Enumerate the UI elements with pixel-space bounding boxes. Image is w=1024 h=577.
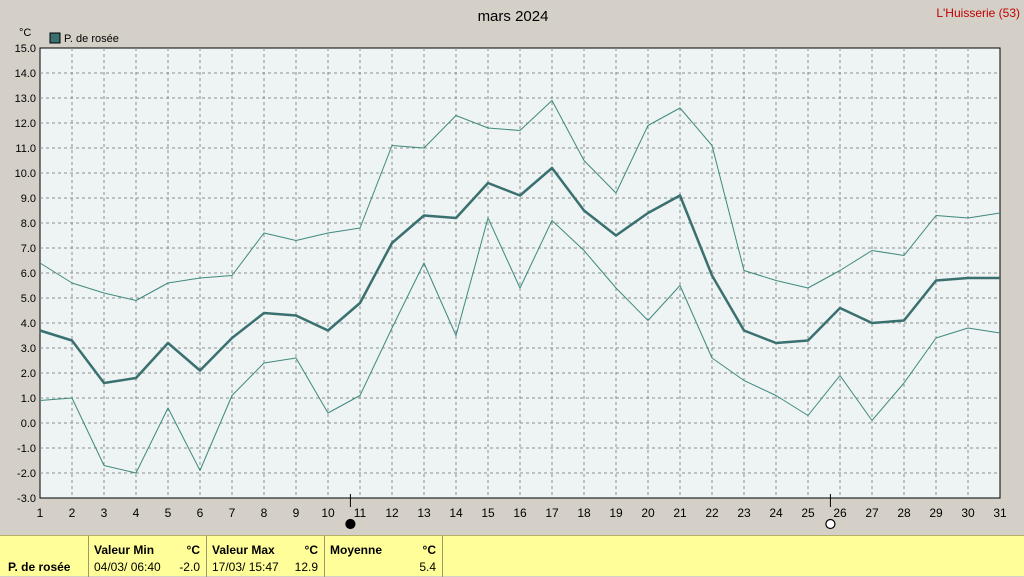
x-tick-label: 14 — [449, 506, 463, 520]
stats-series-cell: P. de rosée — [0, 536, 88, 577]
y-tick-label: 3.0 — [21, 343, 36, 355]
y-tick-label: 9.0 — [21, 193, 36, 205]
x-tick-label: 6 — [197, 506, 204, 520]
x-tick-label: 29 — [929, 506, 943, 520]
chart: mars 2024 L'Huisserie (53) °C P. de rosé… — [15, 6, 1020, 530]
y-tick-label: -3.0 — [17, 493, 36, 505]
stats-max-header: Valeur Max — [212, 543, 275, 557]
stats-max-datetime: 17/03/ 15:47 — [212, 560, 279, 574]
stats-max-unit: °C — [304, 543, 318, 557]
stats-mean-value: 5.4 — [419, 560, 436, 574]
series — [39, 100, 1001, 474]
stats-min-cell: Valeur Min °C 04/03/ 06:40 -2.0 — [88, 536, 206, 577]
y-axis-unit: °C — [19, 27, 31, 39]
stats-mean-cell: Moyenne °C 5.4 — [324, 536, 442, 577]
x-tick-label: 2 — [69, 506, 76, 520]
x-tick-label: 10 — [321, 506, 335, 520]
y-tick-label: 6.0 — [21, 268, 36, 280]
x-tick-label: 27 — [865, 506, 879, 520]
x-tick-label: 26 — [833, 506, 847, 520]
x-tick-label: 22 — [705, 506, 719, 520]
stats-min-value: -2.0 — [179, 560, 200, 574]
x-tick-label: 28 — [897, 506, 911, 520]
x-tick-label: 18 — [577, 506, 591, 520]
y-tick-label: 0.0 — [21, 418, 36, 430]
moon-phases — [345, 494, 836, 530]
x-tick-label: 4 — [133, 506, 140, 520]
x-tick-label: 20 — [641, 506, 655, 520]
y-tick-label: 2.0 — [21, 368, 36, 380]
y-tick-label: 14.0 — [15, 68, 36, 80]
x-tick-label: 24 — [769, 506, 783, 520]
x-tick-label: 30 — [961, 506, 975, 520]
x-tick-label: 9 — [293, 506, 300, 520]
series-line-mean — [39, 166, 1000, 385]
y-tick-label: 4.0 — [21, 318, 36, 330]
chart-title: mars 2024 — [478, 8, 549, 25]
x-tick-label: 23 — [737, 506, 751, 520]
x-tick-label: 12 — [385, 506, 399, 520]
x-tick-label: 31 — [993, 506, 1007, 520]
x-tick-label: 13 — [417, 506, 431, 520]
y-tick-label: 1.0 — [21, 393, 36, 405]
series-line-max — [39, 100, 1001, 301]
x-tick-label: 17 — [545, 506, 559, 520]
stats-mean-unit: °C — [422, 543, 436, 557]
stats-max-cell: Valeur Max °C 17/03/ 15:47 12.9 — [206, 536, 324, 577]
stats-bar: P. de rosée Valeur Min °C 04/03/ 06:40 -… — [0, 535, 1024, 577]
y-tick-label: 13.0 — [15, 93, 36, 105]
legend-swatch — [49, 32, 61, 44]
y-tick-label: 15.0 — [15, 43, 36, 55]
stats-min-header: Valeur Min — [94, 543, 155, 557]
y-tick-label: 7.0 — [21, 243, 36, 255]
new-moon-icon — [345, 518, 356, 530]
stats-min-unit: °C — [186, 543, 200, 557]
x-tick-label: 1 — [37, 506, 44, 520]
y-tick-label: 10.0 — [15, 168, 36, 180]
x-tick-label: 3 — [101, 506, 108, 520]
y-tick-label: 8.0 — [21, 218, 36, 230]
x-tick-label: 7 — [229, 506, 236, 520]
grid — [40, 48, 1000, 498]
y-tick-label: 11.0 — [15, 143, 36, 155]
stats-max-value: 12.9 — [294, 560, 318, 574]
x-tick-label: 5 — [165, 506, 172, 520]
series-line-min — [39, 217, 1001, 474]
legend-label: P. de rosée — [64, 33, 119, 45]
x-tick-label: 8 — [261, 506, 268, 520]
x-tick-label: 25 — [801, 506, 815, 520]
station-label: L'Huisserie (53) — [936, 6, 1020, 20]
stats-series-label: P. de rosée — [8, 560, 71, 574]
y-tick-label: 12.0 — [15, 118, 36, 130]
stats-empty-cell — [442, 536, 1024, 577]
y-tick-label: -1.0 — [17, 443, 36, 455]
stats-min-datetime: 04/03/ 06:40 — [94, 560, 161, 574]
x-tick-label: 11 — [354, 506, 367, 520]
y-tick-label: 5.0 — [21, 293, 36, 305]
x-tick-label: 21 — [673, 506, 687, 520]
stats-mean-header: Moyenne — [330, 543, 383, 557]
x-tick-label: 19 — [609, 506, 623, 520]
x-tick-label: 16 — [513, 506, 527, 520]
full-moon-icon — [825, 518, 836, 530]
axes: -3.0 -2.0 -1.0 0.0 1.0 2.0 3.0 4.0 5.0 6.0 7.0 8.0 9… — [15, 43, 1007, 520]
x-tick-label: 15 — [481, 506, 495, 520]
y-tick-label: -2.0 — [17, 468, 36, 480]
